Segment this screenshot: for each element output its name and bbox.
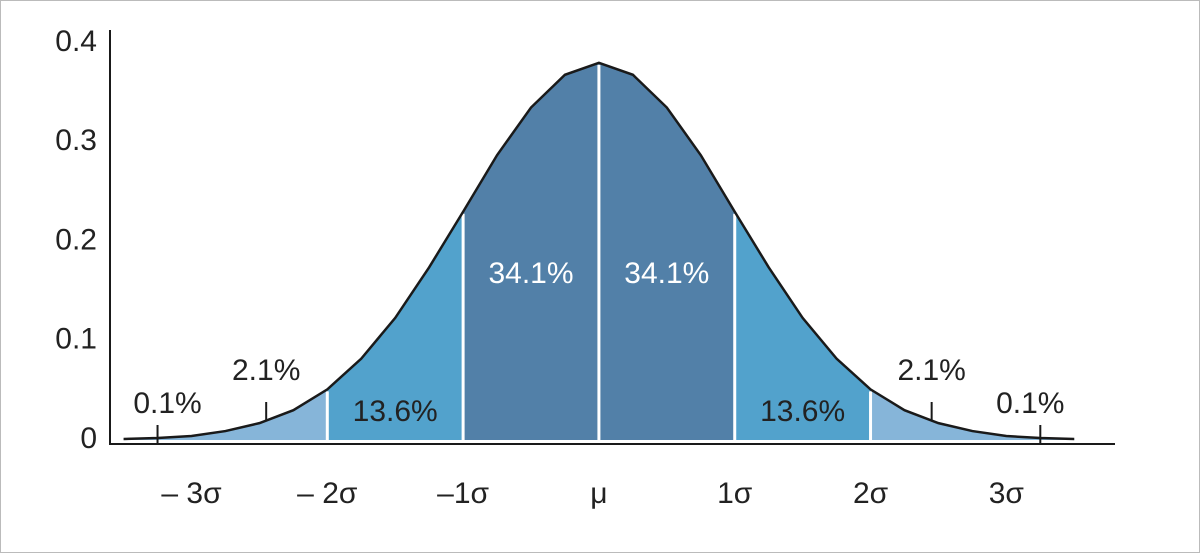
y-tick-label: 0.1 [55,323,97,356]
x-tick-label: – 3σ [161,477,222,510]
percent-label: 0.1% [133,387,201,420]
percent-label: 34.1% [488,257,573,290]
percent-label: 34.1% [624,257,709,290]
x-tick-label: –1σ [437,477,489,510]
band [123,389,328,440]
percent-label: 2.1% [897,354,965,387]
x-tick-label: – 2σ [297,477,358,510]
x-tick-label: μ [590,477,607,510]
y-tick-label: 0.4 [55,25,97,58]
percent-label: 2.1% [232,354,300,387]
percent-label: 13.6% [760,395,845,428]
x-tick-label: 2σ [853,477,889,510]
density-curve [123,61,1075,441]
band [870,389,1075,440]
x-tick-label: 3σ [989,477,1025,510]
y-tick-label: 0 [80,422,97,455]
percent-label: 0.1% [996,387,1064,420]
x-tick-label: 1σ [717,477,753,510]
percent-label: 13.6% [353,395,438,428]
y-tick-label: 0.2 [55,223,97,256]
y-tick-label: 0.3 [55,124,97,157]
